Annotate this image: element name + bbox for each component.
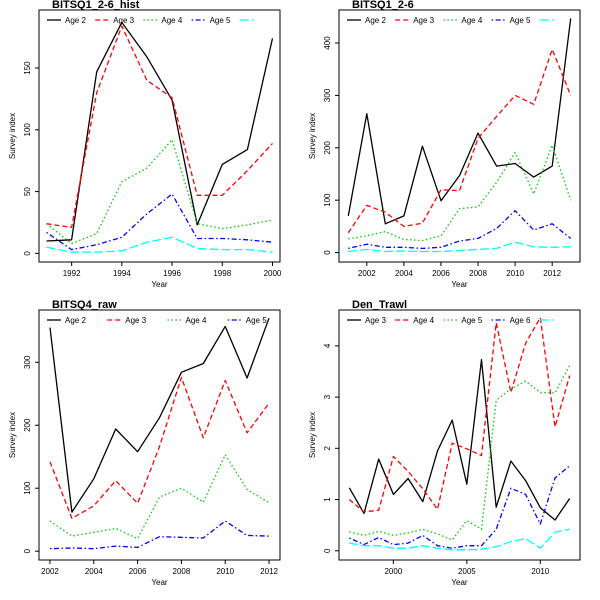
legend-label: Age 4: [186, 316, 207, 325]
y-tick-label: 200: [323, 141, 332, 155]
x-tick-label: 2006: [432, 269, 450, 278]
chart-panel-2: BITSQ1_2-6 2002 2004 2006 2008 2010 2012 0 100 20…: [308, 0, 581, 289]
plot-frame: [38, 9, 281, 263]
series-line-age-4: [348, 317, 571, 513]
plot-frame: [338, 9, 581, 263]
y-axis-label: Survey index: [8, 412, 17, 458]
legend-label: Age 4: [413, 316, 434, 325]
y-tick-label: 300: [23, 355, 32, 369]
x-tick-label: 2002: [41, 567, 59, 576]
y-tick-label: 3: [323, 394, 332, 399]
x-tick-label: 1992: [63, 269, 81, 278]
x-axis-label: Year: [151, 578, 168, 587]
x-axis-label: Year: [451, 280, 468, 289]
series-line-age-2: [49, 317, 270, 513]
x-tick-label: 2010: [531, 567, 549, 576]
legend-label: Age 2: [65, 316, 86, 325]
legend-label: Age 3: [125, 316, 146, 325]
x-tick-label: 2012: [543, 269, 561, 278]
x-tick-label: 2008: [469, 269, 487, 278]
series-line-age-5: [348, 210, 572, 250]
y-tick-label: 0: [323, 250, 332, 255]
series-line-age-3: [348, 359, 571, 521]
y-tick-label: 4: [323, 343, 332, 348]
series-line-unlabeled: [348, 241, 571, 253]
x-tick-label: 2000: [264, 269, 282, 278]
series-line-age-2: [347, 18, 572, 225]
x-tick-label: 2004: [395, 269, 413, 278]
x-tick-label: 2010: [216, 567, 234, 576]
y-axis-label: Survey index: [8, 113, 17, 159]
series-line-age-5: [49, 520, 270, 550]
x-tick-label: 2004: [85, 567, 103, 576]
y-tick-label: 50: [23, 187, 32, 196]
x-tick-label: 2010: [506, 269, 524, 278]
y-tick-label: 100: [23, 481, 32, 495]
y-tick-label: 150: [23, 61, 32, 75]
x-tick-label: 2005: [458, 567, 476, 576]
plot-frame: [38, 309, 281, 561]
chart-title: BITSQ1_2-6_hist: [52, 0, 140, 11]
y-tick-label: 1: [323, 497, 332, 502]
legend-label: Age 3: [365, 316, 386, 325]
x-tick-label: 1996: [163, 269, 181, 278]
y-tick-label: 0: [323, 548, 332, 553]
series-line-age-4: [49, 454, 270, 540]
series-line-unlabeled: [349, 528, 570, 551]
legend-label: Age 5: [461, 316, 482, 325]
chart-title: BITSQ4_raw: [52, 299, 117, 311]
series-line-age-3: [347, 48, 572, 234]
series-line-age-4: [46, 139, 273, 245]
y-tick-label: 100: [323, 193, 332, 207]
y-tick-label: 200: [23, 418, 32, 432]
chart-title: Den_Trawl: [352, 299, 407, 311]
chart-panel-1: BITSQ1_2-6_hist 1992 1994 1996 1998 2000 0 50 10…: [8, 0, 282, 289]
y-axis-label: Survey index: [308, 412, 317, 458]
legend-label: Age 3: [113, 16, 134, 25]
y-tick-label: 100: [23, 123, 32, 137]
y-axis-label: Survey index: [308, 113, 317, 159]
legend-label: Age 4: [161, 16, 182, 25]
series-line-age-3: [46, 25, 273, 229]
series-line-age-6: [349, 465, 571, 549]
x-axis-label: Year: [451, 578, 468, 587]
x-tick-label: 2012: [260, 567, 278, 576]
y-tick-label: 400: [323, 36, 332, 50]
legend-label: Age 5: [210, 16, 231, 25]
legend-label: Age 5: [510, 16, 531, 25]
x-tick-label: 2008: [173, 567, 191, 576]
x-axis-label: Year: [151, 280, 168, 289]
series-line-age-5: [46, 193, 273, 251]
x-tick-label: 2000: [384, 567, 402, 576]
series-line-age-4: [348, 144, 572, 242]
legend-label: Age 4: [461, 16, 482, 25]
series-line-unlabeled: [46, 236, 273, 253]
chart-panel-3: BITSQ4_raw 2002 2004 2006 2008 2010 2012 0 100 20…: [8, 299, 281, 587]
series-line-age-2: [46, 21, 274, 242]
legend-label: Age 3: [413, 16, 434, 25]
legend-label: Age 5: [246, 316, 267, 325]
chart-title: BITSQ1_2-6: [352, 0, 414, 11]
x-tick-label: 2002: [358, 269, 376, 278]
x-tick-label: 2006: [129, 567, 147, 576]
legend-label: Age 2: [65, 16, 86, 25]
y-tick-label: 300: [323, 88, 332, 102]
legend-label: Age 2: [365, 16, 386, 25]
plot-frame: [338, 309, 581, 561]
x-tick-label: 1998: [213, 269, 231, 278]
y-tick-label: 2: [323, 446, 332, 451]
series-line-age-3: [49, 376, 270, 520]
x-tick-label: 1994: [113, 269, 131, 278]
chart-panel-4: Den_Trawl 2000 2005 2010 0 1 2 3 4 Year Survey ind…: [308, 299, 581, 587]
y-tick-label: 0: [23, 548, 32, 553]
legend-label: Age 6: [510, 316, 531, 325]
y-tick-label: 0: [23, 251, 32, 256]
